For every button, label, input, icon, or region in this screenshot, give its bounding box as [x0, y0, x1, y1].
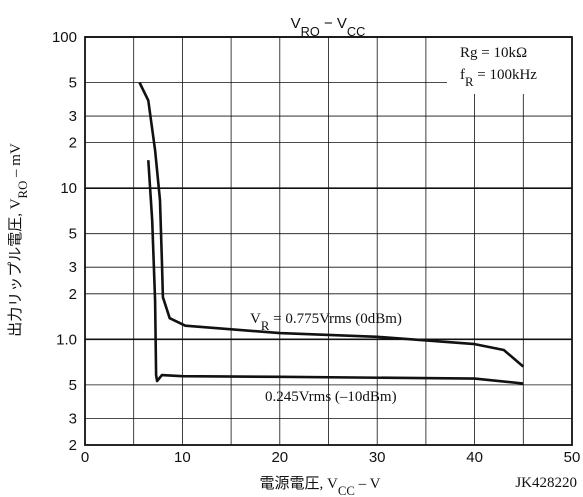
note-part: Rg = 10kΩ: [460, 45, 527, 61]
chart-title-part: RO: [301, 24, 320, 39]
y-axis-label-part: – mV: [8, 143, 24, 181]
y-tick-label: 3: [69, 259, 77, 276]
y-tick-label: 2: [69, 437, 77, 454]
y-tick-label: 1.0: [56, 331, 77, 348]
y-tick-label: 5: [69, 226, 77, 243]
data-line: [147, 160, 524, 385]
y-tick-label: 2: [69, 135, 77, 152]
x-tick-label: 30: [369, 449, 386, 466]
chart-title-part: − V: [320, 15, 347, 32]
y-axis-label-part: RO: [16, 181, 30, 199]
y-axis-label: 出力リップル電圧, VRO – mV: [7, 143, 30, 337]
note-part: = 100kHz: [474, 67, 538, 83]
y-tick-label: 5: [69, 377, 77, 394]
note-part: R: [465, 75, 474, 89]
x-axis-label-part: 電源電圧, V: [260, 475, 339, 492]
chart-title: VRO − VCC: [291, 15, 366, 39]
series-label: 0.245Vrms (–10dBm): [265, 389, 397, 405]
x-tick-label: 10: [174, 449, 191, 466]
y-axis-label-part: 出力リップル電圧, V: [7, 198, 24, 337]
series-label: VR = 0.775Vrms (0dBm): [250, 311, 402, 333]
y-tick-label: 100: [52, 29, 77, 46]
note: fR = 100kHz: [460, 67, 537, 89]
note-box: [447, 38, 571, 94]
y-tick-label: 3: [69, 108, 77, 125]
x-tick-label: 50: [564, 449, 581, 466]
series-label-part: = 0.775Vrms (0dBm): [269, 311, 402, 327]
x-axis-label: 電源電圧, VCC – V: [260, 475, 381, 497]
series-label-part: R: [261, 319, 270, 333]
x-tick-label: 0: [81, 449, 89, 466]
x-tick-label: 40: [466, 449, 483, 466]
note: Rg = 10kΩ: [460, 45, 527, 61]
y-tick-label: 10: [60, 180, 77, 197]
chart-title-part: V: [291, 15, 301, 32]
note-part: f: [460, 67, 465, 83]
chart-title-part: CC: [347, 24, 365, 39]
plot-frame: [84, 36, 573, 446]
series-label-part: 0.245Vrms (–10dBm): [265, 389, 397, 405]
y-tick-label: 3: [69, 410, 77, 427]
x-axis-label-part: – V: [355, 476, 381, 492]
x-axis-label-part: CC: [338, 484, 355, 497]
y-tick-label: 5: [69, 75, 77, 92]
x-tick-label: 20: [271, 449, 288, 466]
data-line: [138, 81, 525, 368]
figure-code: JK428220: [515, 475, 577, 491]
series-label-part: V: [250, 311, 261, 327]
y-tick-label: 2: [69, 286, 77, 303]
